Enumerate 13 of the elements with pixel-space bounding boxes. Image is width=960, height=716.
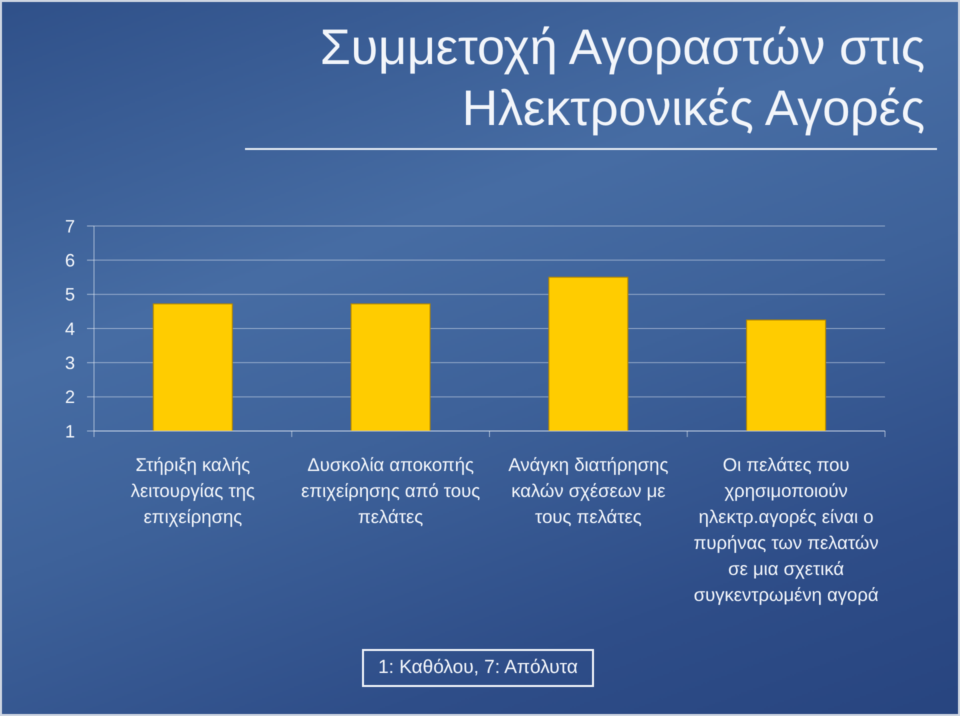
y-tick-label: 2 [64,387,75,408]
y-tick-label: 3 [64,353,75,374]
y-tick-label: 4 [64,318,75,339]
text: 1: Καθόλου, 7: Απόλυτα [362,649,594,687]
x-tick-label: Στήριξη καλής λειτουργίας της επιχείρησης [130,454,256,527]
y-tick-label: 1 [64,421,75,442]
x-tick-label: Δυσκολία αποκοπής επιχείρησης από τους πελάτες [301,454,480,527]
chart-title: Συμμετοχή Αγοραστών στις Ηλεκτρονικές Αγορές [318,18,925,138]
y-tick-label: 6 [64,250,75,271]
y-tick-label: 7 [64,216,75,236]
x-tick-label: Οι πελάτες που χρησιμοποιούν ηλεκτρ.αγορές είναι ο πυρήνας των πελατών σε μια σχετικά συγκεντρωμένη αγορά [694,454,879,605]
y-tick-label: 5 [64,284,75,305]
x-tick-label: Ανάγκη διατήρησης καλών σχέσεων με τους πελάτες [508,454,668,527]
